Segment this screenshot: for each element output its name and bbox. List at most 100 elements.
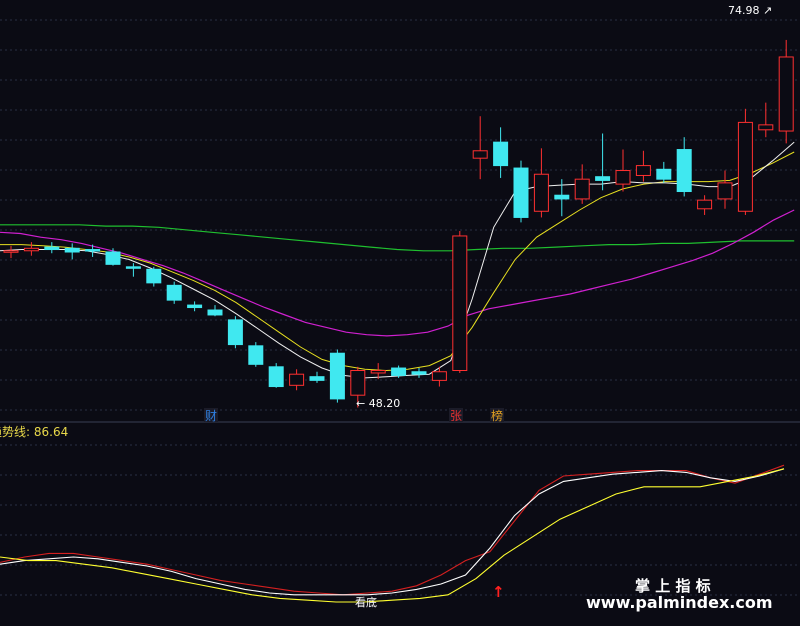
candle-38 [778, 39, 794, 144]
candle-body-10 [207, 309, 223, 316]
candle-body-38 [778, 56, 794, 132]
candle-19 [391, 365, 407, 378]
candle-36 [737, 108, 753, 215]
candle-35 [717, 170, 733, 209]
candle-body-34 [697, 199, 713, 210]
candle-13 [268, 363, 284, 388]
candle-31 [635, 150, 651, 182]
candle-body-20 [411, 371, 427, 375]
candle-body-5 [105, 251, 121, 265]
candle-body-7 [146, 268, 162, 284]
candle-6 [125, 263, 141, 277]
indicator-line-1 [0, 468, 785, 596]
candle-9 [187, 301, 203, 312]
candle-body-11 [227, 319, 243, 346]
indicator-label: 趋势线: 86.64 [0, 425, 68, 439]
low-price-label: ← 48.20 [356, 397, 400, 410]
marker-label-1: 张 [450, 409, 462, 423]
red-arrow-icon: ↑ [492, 583, 505, 601]
candle-15 [309, 371, 325, 383]
candle-body-15 [309, 376, 325, 381]
ma-white-line [0, 141, 795, 379]
candle-11 [227, 316, 243, 349]
candle-8 [166, 281, 182, 304]
candle-1 [23, 242, 39, 256]
candle-body-6 [125, 266, 141, 269]
candle-21 [431, 366, 447, 387]
candle-0 [3, 245, 19, 259]
candle-16 [329, 349, 345, 403]
candle-32 [656, 161, 672, 183]
watermark-url: www.palmindex.com [586, 593, 773, 612]
candle-body-3 [64, 247, 80, 253]
candle-body-25 [513, 167, 529, 218]
candle-34 [697, 195, 713, 215]
candle-33 [676, 137, 692, 197]
candle-body-30 [615, 170, 631, 185]
candle-29 [595, 133, 611, 191]
candle-body-13 [268, 366, 284, 388]
candle-18 [370, 363, 386, 380]
candle-24 [493, 127, 509, 178]
candle-body-22 [452, 235, 468, 371]
candle-body-12 [248, 345, 264, 365]
candle-28 [574, 164, 590, 204]
candle-23 [472, 116, 488, 180]
ma-green-line [0, 224, 795, 252]
candle-body-8 [166, 284, 182, 301]
candle-7 [146, 266, 162, 287]
indicator-line-0 [0, 464, 785, 596]
candle-body-35 [717, 182, 733, 200]
event-markers: 财张榜 [204, 408, 504, 423]
candle-2 [44, 242, 60, 254]
indicator-line-2 [0, 468, 785, 603]
marker-2: 榜 [490, 408, 504, 423]
candlesticks [3, 39, 794, 408]
candle-30 [615, 149, 631, 192]
candle-26 [533, 148, 549, 218]
marker-bg-2 [490, 408, 504, 422]
candle-body-24 [493, 141, 509, 167]
candle-5 [105, 248, 121, 266]
grid-lines [0, 19, 800, 596]
candle-body-4 [85, 249, 101, 252]
candle-body-23 [472, 150, 488, 159]
marker-1: 张 [449, 408, 463, 423]
candle-body-26 [533, 173, 549, 212]
candle-body-1 [23, 247, 39, 252]
marker-label-2: 榜 [491, 408, 503, 423]
marker-bg-0 [204, 408, 218, 422]
indicator-lines [0, 464, 785, 603]
candle-17 [350, 366, 366, 408]
candle-body-19 [391, 367, 407, 376]
candle-12 [248, 342, 264, 367]
price-labels: 74.98 ↗ ← 48.20 [356, 4, 772, 410]
candle-body-28 [574, 178, 590, 200]
marker-label-0: 财 [205, 409, 217, 423]
candle-body-16 [329, 352, 345, 400]
bottom-annotation: 看底 [355, 595, 377, 609]
candle-body-36 [737, 121, 753, 212]
candle-10 [207, 305, 223, 317]
candle-body-31 [635, 165, 651, 176]
candle-body-21 [431, 371, 447, 381]
candle-body-32 [656, 168, 672, 180]
candle-body-14 [289, 373, 305, 386]
candle-body-29 [595, 176, 611, 181]
candle-body-0 [3, 250, 19, 253]
candle-14 [289, 369, 305, 391]
candle-body-37 [758, 124, 774, 131]
candle-37 [758, 102, 774, 138]
candle-3 [64, 243, 80, 260]
candle-body-2 [44, 246, 60, 251]
marker-bg-1 [449, 408, 463, 422]
ma-magenta-line [0, 209, 795, 337]
candle-22 [452, 231, 468, 373]
candle-body-17 [350, 370, 366, 396]
candle-body-18 [370, 370, 386, 374]
watermark-title: 掌 上 指 标 [635, 577, 711, 595]
candle-body-33 [676, 149, 692, 193]
marker-0: 财 [204, 408, 218, 423]
